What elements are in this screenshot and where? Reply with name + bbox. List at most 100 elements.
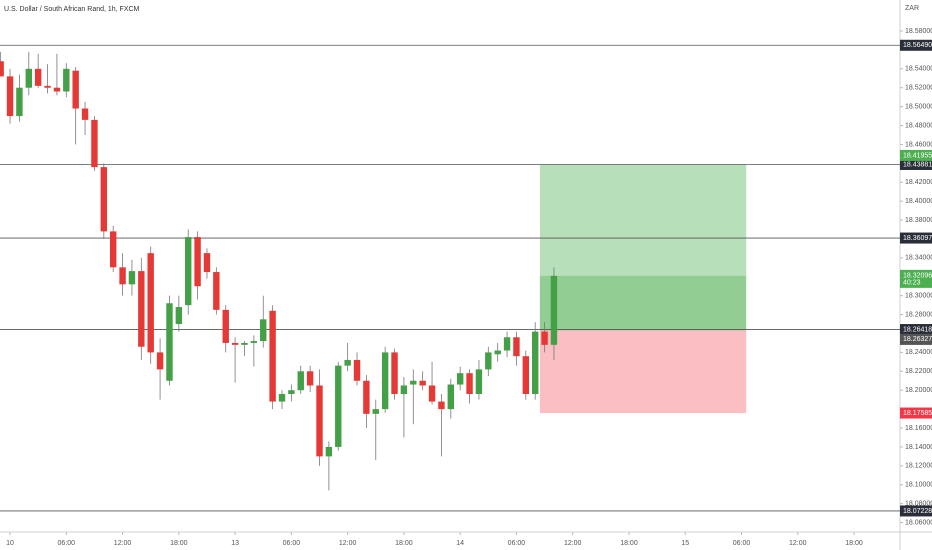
level-label: 18.07228 [903, 508, 932, 515]
y-tick-label: 18.46000 [905, 141, 932, 148]
x-tick-label: 06:00 [508, 540, 526, 547]
x-tick-label: 14 [456, 540, 464, 547]
candle-body [213, 272, 220, 310]
y-tick-label: 18.40000 [905, 198, 932, 205]
candle-body [91, 119, 98, 168]
y-tick-label: 18.14000 [905, 444, 932, 451]
candle-body [81, 108, 89, 120]
position-progress [539, 275, 747, 331]
level-label-box [900, 505, 932, 517]
candle-body [53, 87, 61, 92]
candle-body [447, 384, 454, 410]
candle-body [419, 380, 426, 386]
candle-body [363, 380, 370, 414]
candle-body [410, 380, 417, 385]
y-tick-label: 18.24000 [905, 349, 932, 356]
candle-body [138, 271, 145, 347]
candle-body [513, 337, 520, 357]
candle-body [428, 385, 436, 402]
candle-body [34, 68, 42, 86]
target-label: 18.41955 [903, 152, 932, 159]
candle-body [353, 359, 361, 381]
candle-body [278, 393, 286, 402]
candle-body [156, 352, 164, 370]
candle-body [381, 352, 389, 410]
level-label: 18.43881 [903, 161, 932, 168]
candle-body [391, 352, 398, 394]
candle-body [6, 76, 14, 117]
candle-body [475, 369, 483, 394]
level-label: 18.36097 [903, 235, 932, 242]
y-tick-label: 18.58000 [905, 28, 932, 35]
candle-body [109, 231, 117, 268]
candle-body [0, 61, 4, 77]
candle-body [203, 253, 211, 273]
y-tick-label: 18.52000 [905, 85, 932, 92]
x-tick-label: 18:00 [845, 540, 863, 547]
x-tick-label: 12:00 [339, 540, 357, 547]
level-label: 18.56490 [903, 42, 932, 49]
entry-label: 18.26327 [903, 336, 932, 343]
candle-body [16, 87, 23, 117]
current-price-label: 18.32096 [903, 273, 932, 280]
candle-body [241, 342, 248, 345]
target-label-box [900, 149, 932, 161]
candle-body [260, 319, 267, 342]
candle-body [372, 409, 379, 414]
y-tick-label: 18.30000 [905, 293, 932, 300]
candle-body [166, 303, 173, 381]
candle-body [541, 331, 548, 345]
candle-body [494, 350, 501, 355]
candle-body [128, 271, 136, 285]
y-tick-label: 18.06000 [905, 519, 932, 526]
candle-body [288, 390, 295, 394]
position-target-zone [539, 164, 747, 331]
y-tick-label: 18.10000 [905, 482, 932, 489]
y-tick-label: 18.16000 [905, 425, 932, 432]
level-label-box [900, 39, 932, 51]
candle-body [325, 446, 333, 457]
x-tick-label: 18:00 [395, 540, 413, 547]
candle-body [250, 341, 258, 343]
candle-body [185, 237, 192, 306]
y-tick-label: 18.12000 [905, 463, 932, 470]
candle-body [44, 85, 51, 88]
x-tick-label: 12:00 [564, 540, 582, 547]
current-price-label-box [900, 269, 932, 288]
y-tick-label: 18.08000 [905, 500, 932, 507]
candle-body [269, 310, 276, 402]
candle-body [503, 337, 511, 351]
x-tick-label: 10 [6, 540, 14, 547]
candle-body [25, 68, 32, 88]
stop-label: 18.17585 [903, 410, 932, 417]
x-tick-label: 06:00 [58, 540, 76, 547]
level-label-box [900, 158, 932, 170]
position-stop-zone [539, 330, 747, 414]
candle-body [344, 359, 351, 366]
y-tick-label: 18.50000 [905, 103, 932, 110]
candle-body [306, 371, 314, 386]
x-tick-label: 18:00 [170, 540, 188, 547]
candle-body [316, 385, 323, 457]
countdown: 40:23 [903, 280, 921, 287]
candle-body [72, 70, 79, 109]
x-tick-label: 12:00 [114, 540, 132, 547]
y-tick-label: 18.38000 [905, 217, 932, 224]
candle-body [222, 309, 229, 343]
candle-body [100, 167, 108, 232]
x-tick-label: 06:00 [283, 540, 301, 547]
y-tick-label: 18.54000 [905, 66, 932, 73]
x-tick-label: 06:00 [733, 540, 751, 547]
y-tick-label: 18.34000 [905, 255, 932, 262]
x-tick-label: 12:00 [789, 540, 807, 547]
level-label-box [900, 232, 932, 244]
candle-body [231, 342, 239, 345]
y-tick-label: 18.28000 [905, 311, 932, 318]
x-tick-label: 15 [681, 540, 689, 547]
candle-body [531, 331, 539, 394]
currency: ZAR [905, 5, 919, 12]
stop-label-box [900, 407, 932, 419]
level-label: 18.26418 [903, 326, 932, 333]
y-tick-label: 18.42000 [905, 179, 932, 186]
